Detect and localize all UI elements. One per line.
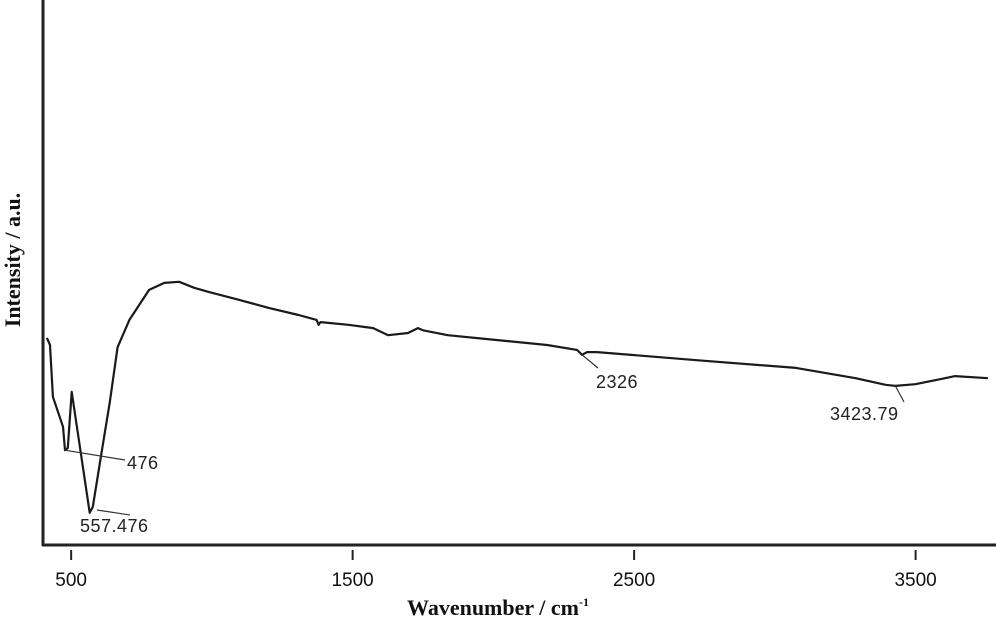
x-tick-label: 500 [55, 570, 87, 591]
annotation-label: 3423.79 [830, 404, 899, 424]
annotation-label: 2326 [596, 372, 638, 392]
axes [41, 0, 996, 547]
x-axis-title: Wavenumber / cm-1 [407, 595, 589, 620]
annotation-label: 476 [127, 453, 159, 473]
annotation-leader [64, 449, 126, 461]
x-tick-label: 3500 [894, 570, 936, 591]
x-axis-title-main: Wavenumber / cm [407, 595, 579, 620]
annotation-leader [581, 354, 599, 369]
annotation-label: 557.476 [80, 516, 149, 536]
annotation-leader [894, 385, 905, 403]
series-line-spectrum [45, 280, 988, 514]
x-tick-label: 1500 [331, 570, 373, 591]
annotation-leader [96, 509, 131, 516]
x-tick-label: 2500 [613, 570, 655, 591]
y-axis-title: Intensity / a.u. [0, 193, 25, 327]
x-axis-title-sup: -1 [579, 595, 589, 609]
